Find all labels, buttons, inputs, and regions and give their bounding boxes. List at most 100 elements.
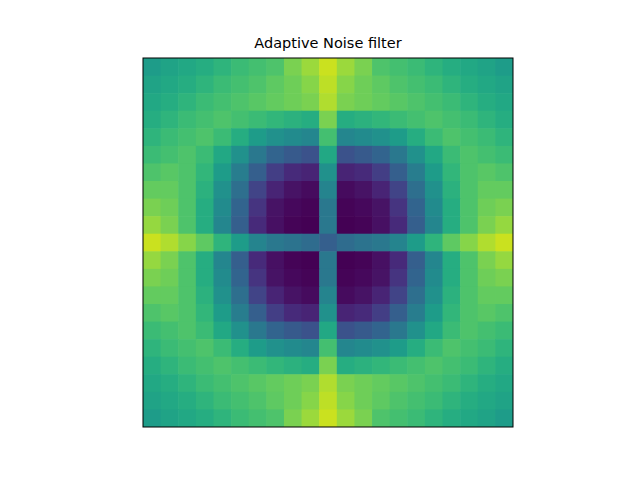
cell [178,269,196,287]
cell [390,339,408,357]
cell [354,58,372,76]
cell [196,374,214,392]
cell [196,409,214,427]
cell [196,322,214,340]
cell [372,251,390,269]
cell [213,251,231,269]
cell [372,163,390,181]
cell [478,146,496,164]
cell [425,392,443,410]
cell [231,128,249,146]
cell [161,392,179,410]
cell [319,374,337,392]
cell [143,234,161,252]
cell [266,234,284,252]
cell [266,322,284,340]
cell [425,128,443,146]
cell [319,392,337,410]
cell [425,251,443,269]
cell [443,322,461,340]
cell [266,392,284,410]
cell [231,181,249,199]
cell [425,339,443,357]
cell [460,76,478,94]
cell [161,409,179,427]
cell [231,146,249,164]
cell [425,374,443,392]
cell [425,322,443,340]
cell [231,163,249,181]
cell [390,392,408,410]
cell [143,304,161,322]
cell [443,234,461,252]
cell [495,357,513,375]
cell [213,111,231,129]
cell [249,357,267,375]
cell [249,392,267,410]
cell [266,93,284,111]
cell [284,111,302,129]
cell [196,234,214,252]
cell [266,269,284,287]
cell [302,357,320,375]
cell [443,181,461,199]
cell [266,286,284,304]
cell [284,269,302,287]
cell [143,286,161,304]
cell [407,286,425,304]
cell [249,234,267,252]
cell [425,269,443,287]
cell [178,128,196,146]
cell [231,322,249,340]
cell [231,111,249,129]
cell [302,269,320,287]
cell [354,111,372,129]
cell [319,128,337,146]
cell [372,76,390,94]
cell [249,339,267,357]
cell [213,392,231,410]
chart: Adaptive Noise filter [0,0,640,480]
cell [407,322,425,340]
cell [372,304,390,322]
cell [213,304,231,322]
cell [319,199,337,217]
cell [266,146,284,164]
cell [161,269,179,287]
cell [231,58,249,76]
cell [319,304,337,322]
cell [178,357,196,375]
cell [319,339,337,357]
cell [425,93,443,111]
cell [407,234,425,252]
cell [443,199,461,217]
cell [460,93,478,111]
cell [372,339,390,357]
cell [478,339,496,357]
cell [425,199,443,217]
cell [249,93,267,111]
cell [495,163,513,181]
cell [407,339,425,357]
cell [143,269,161,287]
cell [178,322,196,340]
cell [337,76,355,94]
cell [302,128,320,146]
cell [284,199,302,217]
cell [354,339,372,357]
cell [372,128,390,146]
cell [319,251,337,269]
cell [178,76,196,94]
cell [302,58,320,76]
cell [178,392,196,410]
cell [284,339,302,357]
cell [213,199,231,217]
cell [337,93,355,111]
cell [372,93,390,111]
cell [478,409,496,427]
cell [231,357,249,375]
cell [495,111,513,129]
cell [302,304,320,322]
cell [390,58,408,76]
cell [337,199,355,217]
